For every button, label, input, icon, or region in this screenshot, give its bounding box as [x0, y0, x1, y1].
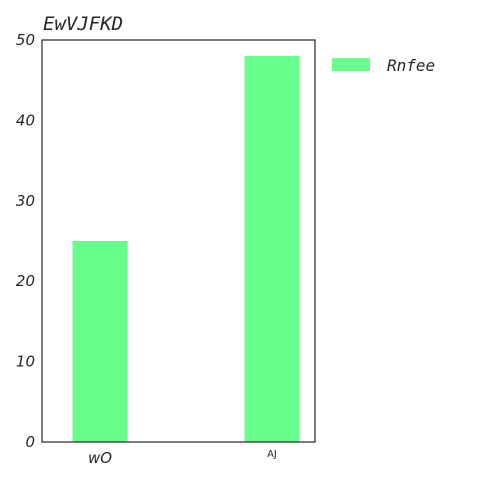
legend: Rnfee: [332, 56, 435, 75]
bar-aj: [244, 56, 300, 442]
y-tick-label: 40: [16, 111, 35, 129]
legend-label: Rnfee: [387, 56, 435, 75]
bar-wo: [72, 241, 128, 442]
legend-swatch: [332, 58, 370, 71]
y-tick-label: 30: [16, 192, 35, 210]
y-tick-label: 50: [16, 31, 35, 49]
y-axis-ticks: 0 10 20 30 40 50: [16, 31, 35, 451]
plot-frame: [41, 39, 316, 443]
x-tick-label: wO: [88, 449, 112, 467]
bars-layer: [72, 56, 300, 442]
y-tick-label: 20: [16, 272, 35, 290]
y-tick-label: 10: [16, 353, 35, 371]
x-tick-label: AJ: [267, 449, 277, 460]
y-tick-label: 0: [25, 433, 35, 451]
chart-title: EwVJFKD: [43, 13, 123, 35]
x-axis-ticks: wO AJ: [88, 449, 277, 467]
